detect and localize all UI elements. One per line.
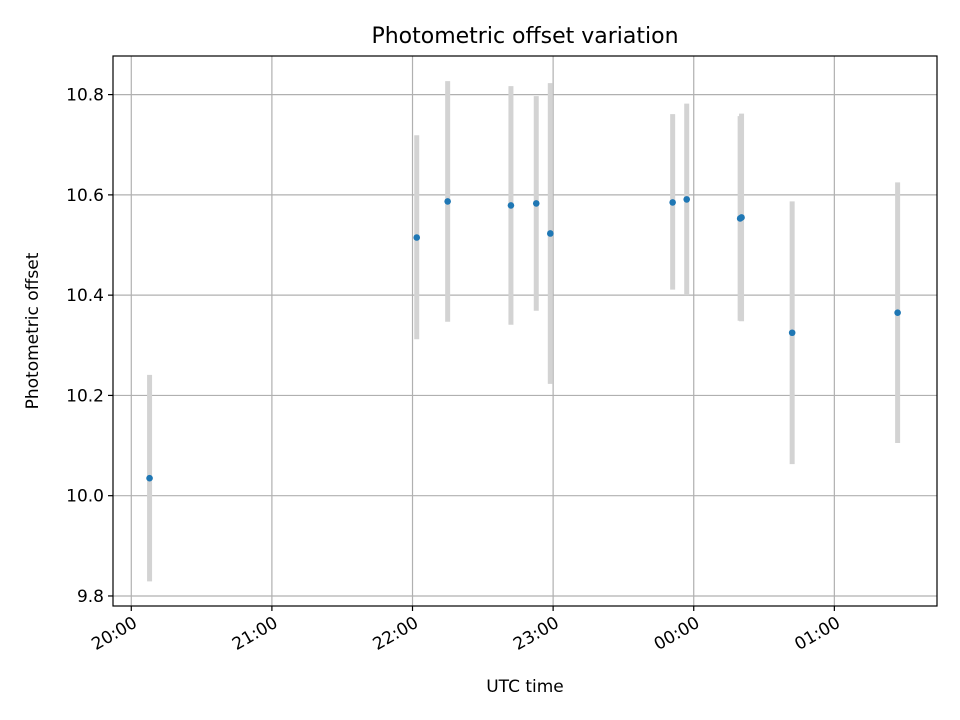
grid (113, 56, 937, 606)
y-tick-label: 10.0 (66, 487, 104, 507)
x-axis-label: UTC time (486, 677, 564, 697)
data-points (146, 196, 901, 482)
data-point (444, 198, 451, 205)
data-point (413, 234, 421, 241)
chart-title: Photometric offset variation (371, 24, 678, 49)
data-point (788, 329, 796, 337)
y-tick-label: 9.8 (77, 587, 104, 607)
data-point (532, 200, 540, 207)
y-tick-label: 10.6 (66, 186, 104, 206)
plot-area (113, 56, 937, 606)
data-point (146, 474, 153, 482)
axes-frame (112, 55, 938, 607)
y-axis-label: Photometric offset (23, 252, 43, 409)
data-point (507, 202, 515, 209)
data-point (669, 199, 676, 206)
data-point (547, 230, 554, 237)
y-tick-label: 10.2 (66, 386, 104, 406)
data-point (683, 196, 691, 203)
y-tick-label: 10.4 (66, 286, 104, 306)
y-tick-label: 10.8 (66, 86, 104, 106)
data-point (894, 309, 901, 317)
y-axis-ticks: 9.8 10.0 10.2 10.4 10.6 10.8 (66, 86, 113, 607)
data-point (738, 214, 745, 221)
